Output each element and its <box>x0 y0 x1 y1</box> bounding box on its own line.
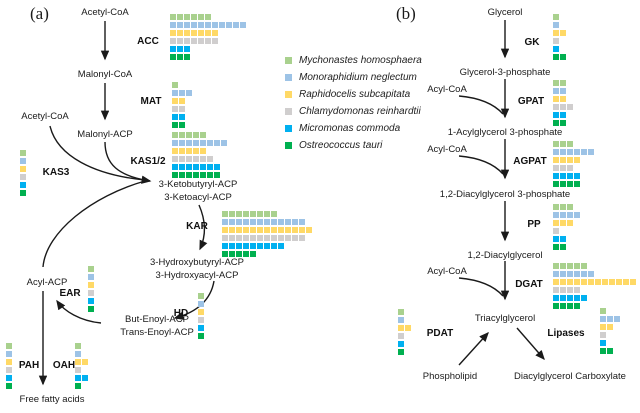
enzyme-label-pp: PP <box>527 219 541 230</box>
legend-species-name: Micromonas commoda <box>299 123 401 134</box>
gene-copies-oah <box>75 343 88 391</box>
enzyme-label-pdat: PDAT <box>426 328 454 339</box>
node-acyl-acp: Acyl-ACP <box>26 277 68 288</box>
legend-swatch-icon <box>285 57 292 64</box>
enzyme-label-oah: OAH <box>52 360 76 371</box>
panel-b-label: (b) <box>396 4 416 23</box>
species-legend: Mychonastes homosphaera Monoraphidium ne… <box>285 52 422 154</box>
legend-species-name: Chlamydomonas reinhardtii <box>299 106 421 117</box>
legend-species-name: Raphidocelis subcapitata <box>299 89 411 100</box>
gene-copies-kar <box>222 211 312 259</box>
enzyme-label-acc: ACC <box>137 36 159 47</box>
node-malonyl-acp: Malonyl-ACP <box>77 129 133 140</box>
node-diacylglycerol-carboxylate: Diacylglycerol Carboxylate <box>514 371 626 382</box>
enzyme-label-agpat: AGPAT <box>513 156 547 167</box>
enzyme-label-pah: PAH <box>18 360 40 371</box>
node-acyl-coa-1: Acyl-CoA <box>427 84 467 95</box>
enzyme-label-mat: MAT <box>140 96 162 107</box>
node-hydroxybutyryl-acp: 3-Hydroxybutyryl-ACP <box>150 257 244 268</box>
node-glycerol-3-phosphate: Glycerol-3-phosphate <box>459 67 551 78</box>
gene-copies-hd <box>198 293 204 341</box>
enzyme-label-gk: GK <box>524 37 540 48</box>
legend-item: Mychonastes homosphaera <box>285 52 422 69</box>
node-acetyl-coa-left: Acetyl-CoA <box>21 111 69 122</box>
gene-copies-kas12 <box>172 132 227 180</box>
legend-species-name: Monoraphidium neglectum <box>299 72 417 83</box>
legend-item: Ostreococcus tauri <box>285 137 422 154</box>
node-acetyl-coa-top: Acetyl-CoA <box>81 7 129 18</box>
node-acyl-coa-2: Acyl-CoA <box>427 144 467 155</box>
legend-item: Chlamydomonas reinhardtii <box>285 103 422 120</box>
enzyme-label-kas3: KAS3 <box>42 167 70 178</box>
enzyme-label-lipases: Lipases <box>547 328 585 339</box>
node-12-diacylglycerol: 1,2-Diacylglycerol <box>467 250 543 261</box>
node-trans-enoyl-acp: Trans-Enoyl-ACP <box>120 327 194 338</box>
node-hydroxyacyl-acp: 3-Hydroxyacyl-ACP <box>155 270 239 281</box>
enzyme-label-dgat: DGAT <box>515 279 543 290</box>
gene-copies-pah <box>6 343 12 391</box>
gene-copies-pp <box>553 204 580 252</box>
legend-item: Raphidocelis subcapitata <box>285 86 422 103</box>
legend-item: Monoraphidium neglectum <box>285 69 422 86</box>
enzyme-label-gpat: GPAT <box>517 96 545 107</box>
node-but-enoyl-acp: But-Enoyl-ACP <box>125 314 189 325</box>
gene-copies-acc <box>170 14 246 62</box>
node-1-acylglycerol-3-phosphate: 1-Acylglycerol 3-phosphate <box>447 127 563 138</box>
node-glycerol: Glycerol <box>487 7 523 18</box>
node-acyl-coa-3: Acyl-CoA <box>427 266 467 277</box>
gene-copies-kas3 <box>20 150 26 198</box>
panel-a-label: (a) <box>30 4 49 23</box>
gene-copies-gpat <box>553 80 573 128</box>
gene-copies-ear <box>88 266 94 314</box>
node-12-diacylglycerol-3-phosphate: 1,2-Diacylglycerol 3-phosphate <box>439 189 571 200</box>
gene-copies-pdat <box>398 309 411 357</box>
node-ketobutyryl-acp: 3-Ketobutyryl-ACP <box>158 179 238 190</box>
legend-species-name: Mychonastes homosphaera <box>299 55 422 66</box>
node-ketoacyl-acp: 3-Ketoacyl-ACP <box>164 192 232 203</box>
gene-copies-agpat <box>553 141 594 189</box>
legend-item: Micromonas commoda <box>285 120 422 137</box>
legend-swatch-icon <box>285 142 292 149</box>
legend-swatch-icon <box>285 108 292 115</box>
enzyme-label-ear: EAR <box>59 288 81 299</box>
gene-copies-gk <box>553 14 566 62</box>
gene-copies-mat <box>172 82 192 130</box>
node-triacylglycerol: Triacylglycerol <box>474 313 536 324</box>
node-malonyl-coa: Malonyl-CoA <box>77 69 133 80</box>
enzyme-label-hd: HD <box>173 308 189 319</box>
gene-copies-dgat <box>553 263 636 311</box>
legend-swatch-icon <box>285 91 292 98</box>
node-phospholipid: Phospholipid <box>422 371 478 382</box>
enzyme-label-kas12: KAS1/2 <box>130 156 166 167</box>
node-free-fatty-acids: Free fatty acids <box>19 394 85 405</box>
enzyme-label-kar: KAR <box>186 221 208 232</box>
gene-copies-lipases <box>600 308 620 356</box>
legend-swatch-icon <box>285 125 292 132</box>
legend-species-name: Ostreococcus tauri <box>299 140 383 151</box>
legend-swatch-icon <box>285 74 292 81</box>
